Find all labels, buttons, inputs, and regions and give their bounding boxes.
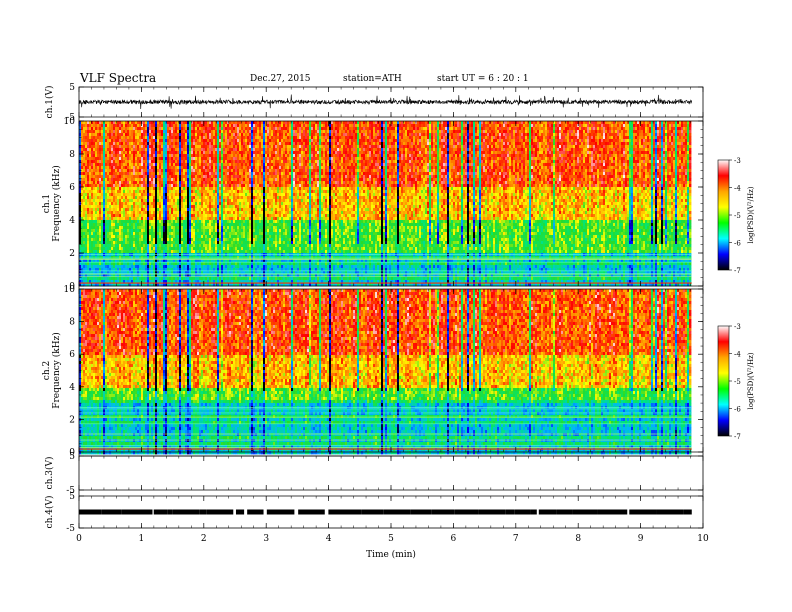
y-axis-label: ch.3(V) [44,457,55,490]
colorbar-tick-label: -7 [734,433,741,441]
colorbar-label: log(PSD)(V²/Hz) [747,352,755,409]
y-tick-label: 5 [69,452,75,462]
station-label: station=ATH [343,74,402,84]
y-axis-label: Frequency (kHz) [51,332,62,409]
x-tick-label: 3 [263,534,269,544]
colorbar-tick-label: -4 [734,185,741,193]
y-tick-label: -5 [66,113,75,123]
colorbar-tick-label: -3 [734,157,741,165]
x-tick-label: 10 [697,534,709,544]
start-time-label: start UT = 6 : 20 : 1 [437,74,529,84]
y-tick-label: 0 [69,282,75,292]
y-axis-ch4-waveform: 5 -5 ch.4(V) [44,492,703,534]
x-tick-label: 8 [575,534,581,544]
y-tick-label: -5 [66,486,75,496]
observation-date: Dec.27, 2015 [250,74,311,84]
y-axis-label: Frequency (kHz) [51,165,62,242]
y-tick-label: 6 [69,350,75,360]
x-axis: 0 1 2 3 4 5 6 7 8 9 10 Time (min) [76,87,709,560]
colorbar-tick-label: -3 [734,323,741,331]
x-tick-label: 0 [76,534,82,544]
x-axis-label: Time (min) [366,549,416,560]
y-tick-label: 5 [69,83,75,93]
y-tick-label: 0 [69,448,75,458]
y-axis-ch3-waveform: 5 -5 ch.3(V) [44,452,703,496]
x-tick-label: 1 [139,534,145,544]
y-axis-ch2-spectrogram: 0 2 4 6 8 10 ch.2 Frequency (kHz) [42,285,703,458]
colorbar-1: -3 -4 -5 -6 -7 log(PSD)(V²/Hz) [717,157,755,275]
spectrogram-ch1 [79,121,692,287]
colorbar-tick-label: -6 [734,406,741,414]
y-tick-label: 5 [69,492,75,502]
channel-label: ch.2 [42,361,52,380]
colorbar-tick-label: -5 [734,378,741,386]
y-tick-label: 8 [69,318,75,328]
x-tick-label: 9 [638,534,644,544]
y-tick-label: 10 [64,285,76,295]
waveform-ch4v [79,509,692,515]
y-tick-label: 8 [69,150,75,160]
y-axis-ch1-spectrogram: 0 2 4 6 8 10 ch.1 Frequency (kHz) [42,117,703,292]
colorbar-label: log(PSD)(V²/Hz) [747,186,755,243]
y-tick-label: 2 [69,415,75,425]
x-tick-label: 5 [388,534,394,544]
x-tick-label: 4 [326,534,332,544]
x-tick-label: 6 [451,534,457,544]
spectrogram-ch2 [79,289,692,455]
x-tick-label: 7 [513,534,519,544]
y-tick-label: 10 [64,117,76,127]
y-axis-label: ch.4(V) [44,496,55,529]
colorbar-scale [717,159,730,271]
colorbar-scale [717,325,730,437]
y-tick-label: 4 [69,216,75,226]
channel-label: ch.1 [42,194,52,213]
y-tick-label: 2 [69,249,75,259]
waveform-ch1v [78,94,693,110]
y-axis-label: ch.1(V) [44,86,55,119]
y-tick-label: 4 [69,383,75,393]
colorbar-tick-label: -6 [734,240,741,248]
colorbar-tick-label: -4 [734,351,741,359]
colorbar-tick-label: -7 [734,267,741,275]
y-axis-ch1-waveform: 5 -5 ch.1(V) [44,83,703,123]
figure-title: VLF Spectra [80,71,156,85]
y-tick-label: -5 [66,524,75,534]
colorbar-2: -3 -4 -5 -6 -7 log(PSD)(V²/Hz) [717,323,755,441]
x-tick-label: 2 [201,534,207,544]
colorbar-tick-label: -5 [734,212,741,220]
y-tick-label: 6 [69,183,75,193]
